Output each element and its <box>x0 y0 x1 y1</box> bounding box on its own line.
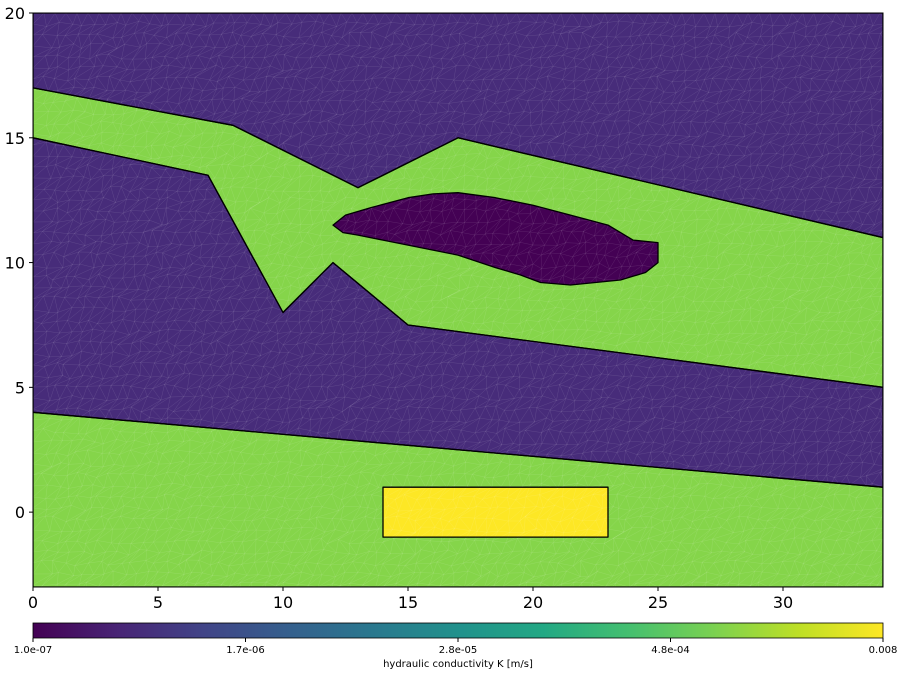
x-tick-label: 25 <box>648 593 668 612</box>
x-axis: 0 5 10 15 20 25 30 <box>28 587 793 612</box>
boundary-lower-aquifer <box>33 411 883 587</box>
boundary-clay-lens <box>332 192 659 286</box>
region-top-low-conductivity-layer <box>33 13 883 238</box>
x-tick-label: 5 <box>153 593 163 612</box>
colorbar-tick-label: 1.0e-07 <box>14 645 52 656</box>
mesh-edges <box>33 13 883 587</box>
boundary-gravel-block <box>382 486 609 538</box>
y-tick-label: 20 <box>5 4 25 23</box>
plot-area <box>32 12 884 588</box>
colorbar-tick-label: 0.008 <box>869 645 898 656</box>
colorbar-tick-label: 1.7e-06 <box>226 645 264 656</box>
finite-element-mesh <box>33 13 883 587</box>
region-clay-lens <box>333 192 658 285</box>
region-gravel-block <box>383 487 608 538</box>
x-tick-label: 20 <box>523 593 543 612</box>
plot-frame <box>32 12 884 588</box>
colorbar-ticks: 1.0e-07 1.7e-06 2.8e-05 4.8e-04 0.008 <box>14 638 898 656</box>
x-tick-label: 10 <box>273 593 293 612</box>
region-boundaries <box>33 13 883 587</box>
y-tick-label: 15 <box>5 129 25 148</box>
x-tick-label: 15 <box>398 593 418 612</box>
colorbar: 1.0e-07 1.7e-06 2.8e-05 4.8e-04 0.008 hydrau… <box>14 622 898 670</box>
conductivity-regions <box>33 13 883 587</box>
colorbar-tick-label: 2.8e-05 <box>439 645 477 656</box>
colorbar-tick-label: 4.8e-04 <box>651 645 689 656</box>
x-tick-label: 0 <box>28 593 38 612</box>
region-middle-low-conductivity-layer <box>33 137 883 488</box>
colorbar-gradient <box>32 622 884 639</box>
y-tick-label: 10 <box>5 254 25 273</box>
colorbar-label: hydraulic conductivity K [m/s] <box>383 659 533 670</box>
y-tick-label: 5 <box>15 378 25 397</box>
y-tick-label: 0 <box>15 503 25 522</box>
x-tick-label: 30 <box>773 593 793 612</box>
y-axis: 0 5 10 15 20 <box>5 4 33 522</box>
